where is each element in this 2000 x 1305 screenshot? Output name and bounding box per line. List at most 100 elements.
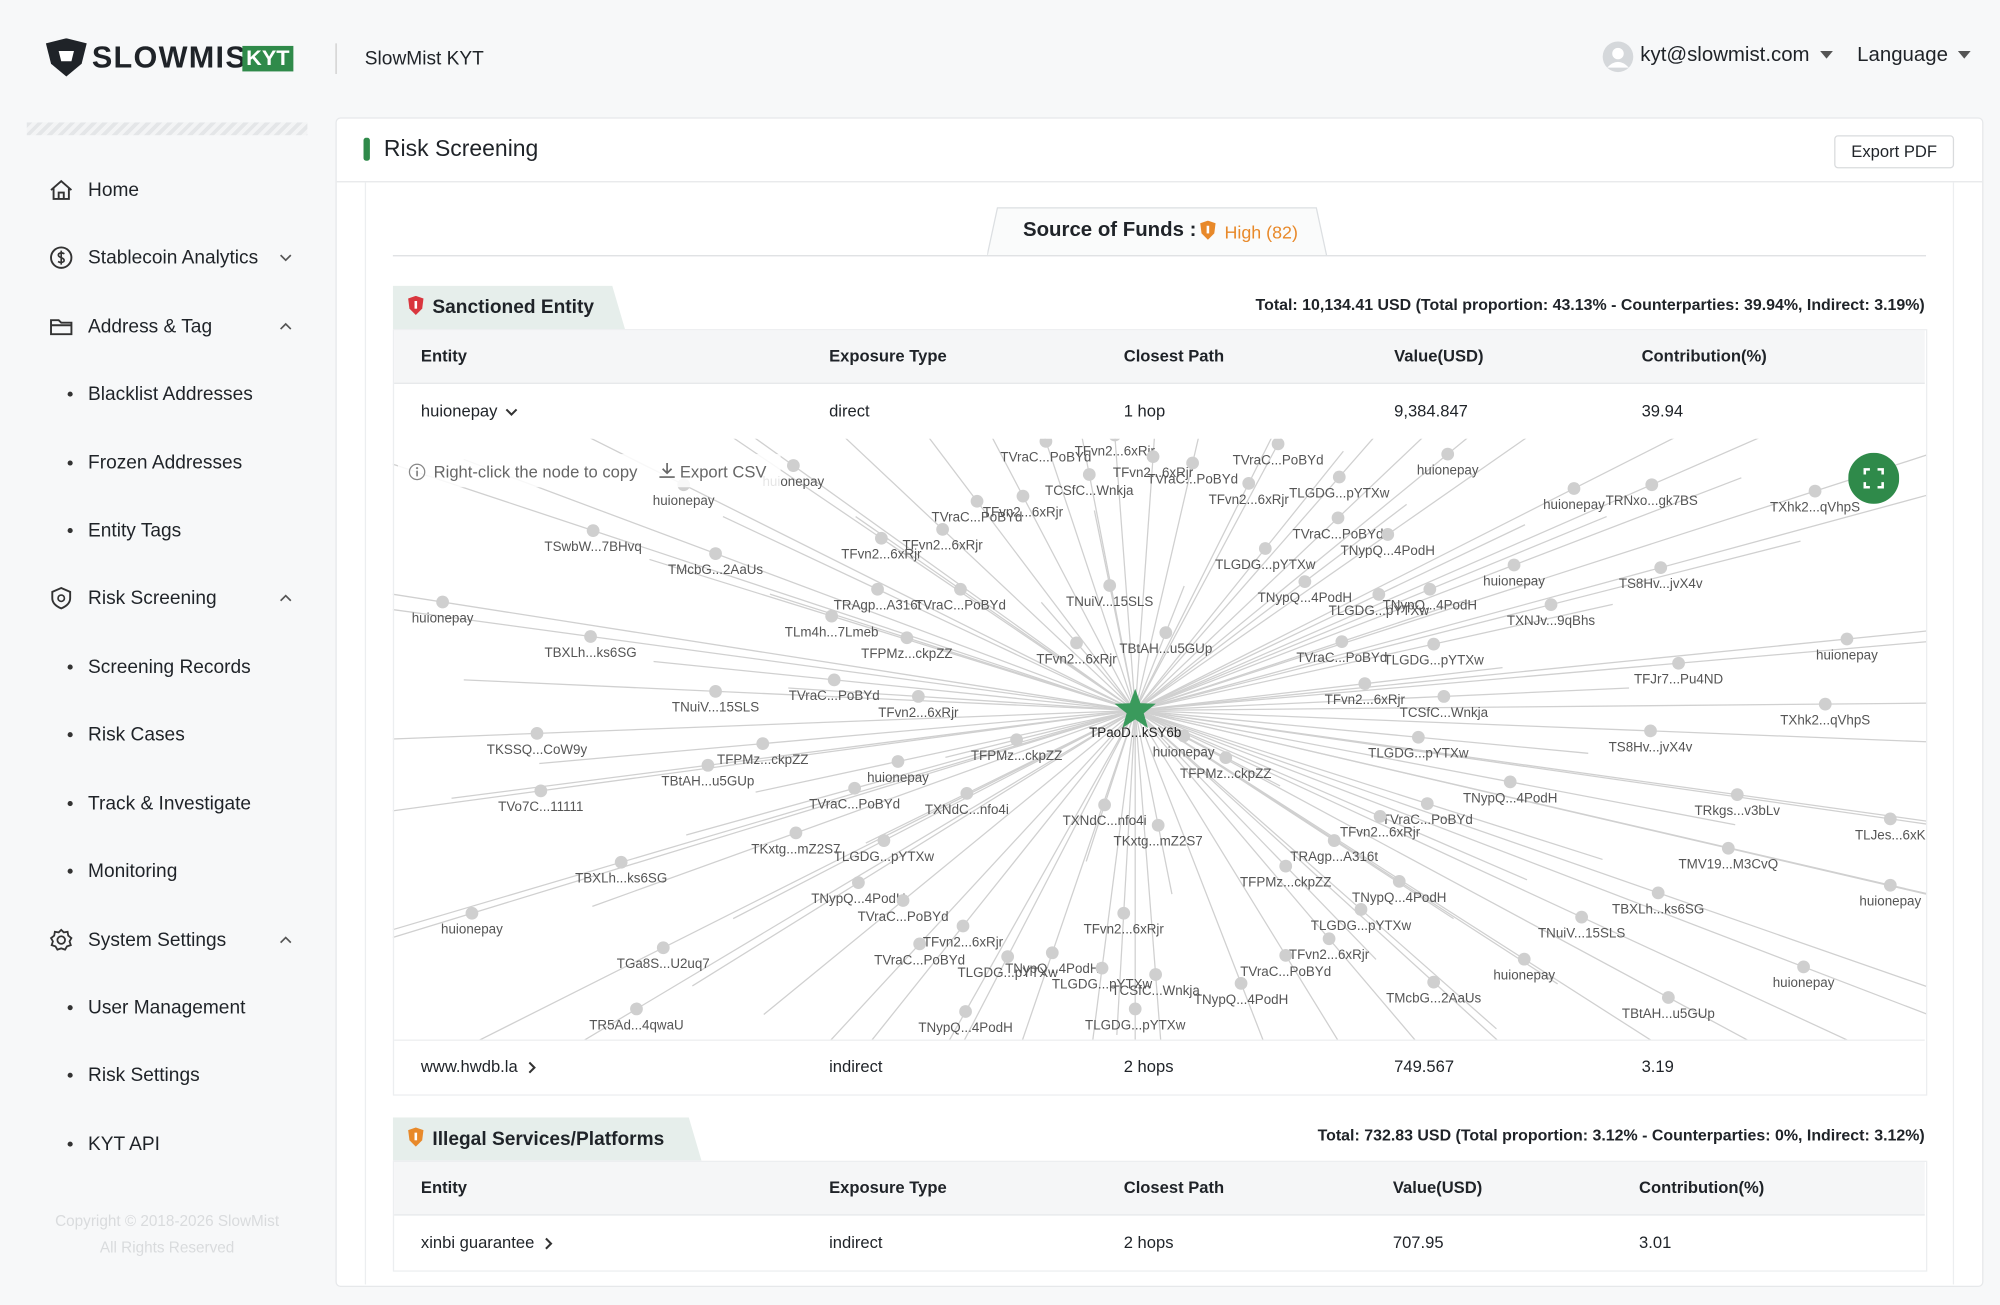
tab-label[interactable]: Source of Funds : (1022, 219, 1197, 242)
graph-node (1354, 903, 1368, 916)
node-label: TVraC...PoBYd (1293, 526, 1384, 541)
graph-node (1427, 975, 1441, 989)
node-label: huionepay (1859, 894, 1921, 909)
node-label: huionepay (1153, 744, 1215, 759)
nav-bullet (67, 1072, 73, 1078)
graph-node (1279, 859, 1293, 873)
node-label: TLGDG...pYTXw (957, 965, 1058, 980)
graph-node (1095, 961, 1109, 975)
language-menu[interactable]: Language (1857, 44, 1948, 67)
node-label: TLGDG...pYTXw (1085, 1017, 1186, 1032)
node-label: TRAgp...A316t (1290, 849, 1378, 864)
transaction-graph[interactable]: huionepay huionepay TSwbW...7BHvq TMcbG...2… (392, 438, 1927, 1040)
section-title: Illegal Services/Platforms (432, 1128, 665, 1150)
nav-item[interactable]: Entity Tags (88, 519, 182, 542)
brand: SLOWMIST (91, 40, 268, 76)
nav-icon (50, 319, 73, 336)
section-title: Sanctioned Entity (432, 296, 594, 319)
nav-item[interactable]: Frozen Addresses (88, 452, 243, 474)
nav-item[interactable]: User Management (88, 996, 246, 1019)
node-label: huionepay (653, 493, 715, 508)
sidebar-banner (26, 122, 308, 136)
nav-bullet (67, 391, 73, 397)
graph-node (656, 941, 670, 955)
node-label: TNypQ...4PodH (1341, 543, 1435, 558)
fullscreen-button[interactable] (1848, 452, 1900, 504)
nav-item[interactable]: Home (88, 179, 140, 201)
graph-node (936, 522, 949, 536)
graph-hint: Right-click the node to copy (433, 462, 638, 482)
divider (335, 43, 337, 74)
user-email[interactable]: kyt@slowmist.com (1640, 44, 1810, 67)
graph-edge (1134, 709, 1497, 1030)
tab[interactable] (987, 207, 1329, 258)
column-header: Exposure Type (829, 1177, 947, 1198)
node-label: TFvn2...6xRjr (878, 705, 959, 720)
graph-node (1645, 478, 1659, 492)
graph-node (1103, 579, 1117, 592)
table-header (394, 1161, 1925, 1216)
entity-name[interactable]: huionepay (420, 401, 498, 421)
graph-edge (1134, 709, 1652, 1040)
entity-name[interactable]: xinbi guarantee (420, 1232, 535, 1252)
graph-edge (1134, 709, 1498, 1040)
graph-edge (1044, 438, 1136, 711)
graph-node (1437, 690, 1451, 703)
node-label: TNuiV...15SLS (1066, 594, 1153, 609)
nav-item[interactable]: Screening Records (88, 656, 251, 678)
nav-bullet (67, 868, 73, 874)
tab-rule (392, 255, 1927, 257)
header-rule (336, 181, 1983, 183)
expand-toggle[interactable] (505, 406, 518, 419)
graph-edge (1135, 599, 1467, 712)
graph-node (614, 855, 628, 869)
nav-item[interactable]: Risk Settings (88, 1064, 200, 1087)
graph-node (1661, 991, 1675, 1004)
product-name: SlowMist KYT (364, 47, 484, 70)
expand-toggle[interactable] (542, 1237, 555, 1250)
nav-item[interactable]: Risk Cases (88, 723, 185, 746)
nav-item[interactable]: System Settings (88, 929, 227, 951)
graph-edge (755, 709, 1136, 793)
info-icon (408, 463, 426, 481)
brand-badge: KYT (242, 45, 294, 72)
graph-edge (1134, 709, 1748, 1040)
nav-item[interactable]: Track & Investigate (88, 792, 252, 815)
graph-edge (1135, 709, 1603, 861)
node-label: TXhk2...qVhpS (1780, 712, 1870, 727)
graph-node (1335, 635, 1349, 648)
graph-edge (1134, 438, 1374, 711)
node-label: TXNdC...nfo4i (1063, 813, 1147, 828)
export-pdf-button[interactable]: Export PDF (1834, 135, 1955, 169)
graph-node (954, 582, 967, 596)
graph-node (584, 630, 597, 643)
graph-edge (1134, 438, 1282, 711)
nav-item[interactable]: Address & Tag (88, 315, 213, 338)
table-cell: direct (829, 401, 870, 421)
nav-item[interactable]: Blacklist Addresses (88, 383, 253, 405)
graph-node (709, 684, 722, 698)
node-label: TNypQ...4PodH (918, 1020, 1012, 1035)
node-label: TKxtg...mZ2S7 (1114, 834, 1203, 849)
node-label: TNypQ...4PodH (1258, 590, 1352, 605)
nav-item[interactable]: KYT API (88, 1133, 160, 1155)
node-label: TS8Hv...jvX4v (1609, 739, 1693, 754)
entity-name[interactable]: www.hwdb.la (420, 1056, 518, 1076)
nav-item[interactable]: Stablecoin Analytics (88, 246, 259, 269)
export-csv[interactable]: Export CSV (679, 462, 767, 482)
graph-edge (1135, 702, 1927, 712)
nav-item[interactable]: Risk Screening (88, 587, 217, 610)
nav-item[interactable]: Monitoring (88, 860, 178, 883)
graph-node (1159, 626, 1173, 640)
graph-node (1567, 482, 1581, 495)
expand-toggle[interactable] (525, 1061, 538, 1074)
column-header: Closest Path (1123, 1177, 1225, 1198)
node-label: TFPMz...ckpZZ (1180, 766, 1271, 781)
graph-node (1149, 968, 1162, 981)
graph-node (1507, 558, 1521, 572)
graph-edge (1092, 710, 1136, 1040)
graph-node (1883, 812, 1897, 826)
graph-node (465, 906, 479, 920)
nav-icon (51, 586, 72, 610)
avatar[interactable] (1602, 41, 1634, 73)
